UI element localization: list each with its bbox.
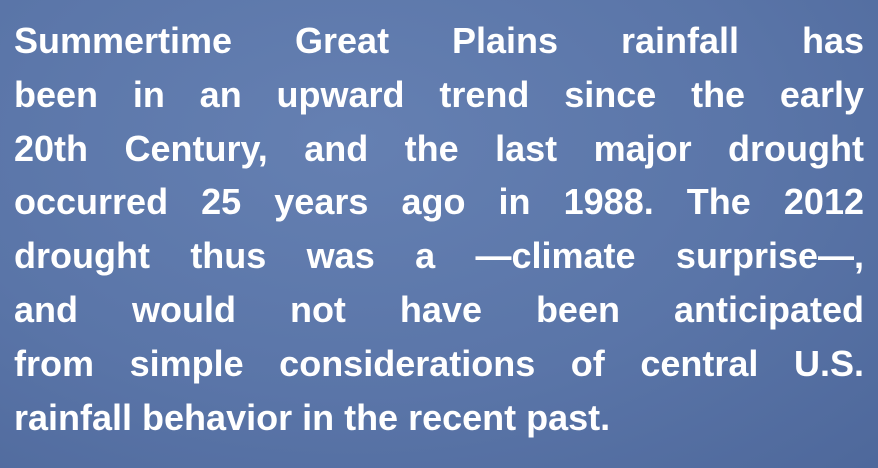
text-line: from simple considerations of central U.…: [14, 342, 864, 384]
text-line: and would not have been anticipated: [14, 288, 864, 330]
text-line: been in an upward trend since the early: [14, 73, 864, 115]
text-line: Summertime Great Plains rainfall has: [14, 20, 864, 61]
text-line: 20th Century, and the last major drought: [14, 127, 864, 169]
paragraph: Summertime Great Plains rainfall has been…: [14, 14, 864, 444]
text-line: occurred 25 years ago in 1988. The 2012: [14, 181, 864, 223]
text-line: rainfall behavior in the recent past.: [14, 396, 611, 438]
text-line: drought thus was a —climate surprise—,: [14, 235, 864, 277]
